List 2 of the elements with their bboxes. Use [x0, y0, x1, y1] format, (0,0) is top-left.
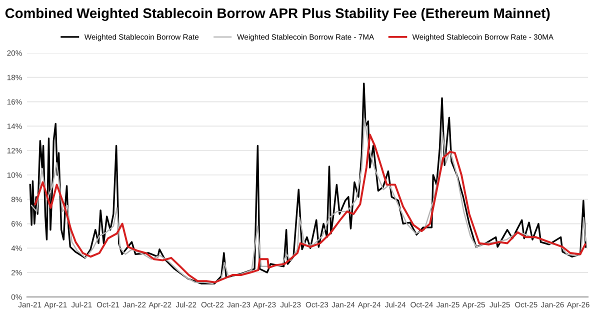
- line-series: [29, 82, 587, 284]
- chart-title: Combined Weighted Stablecoin Borrow APR Plus Stability Fee (Ethereum Mainnet): [5, 8, 550, 21]
